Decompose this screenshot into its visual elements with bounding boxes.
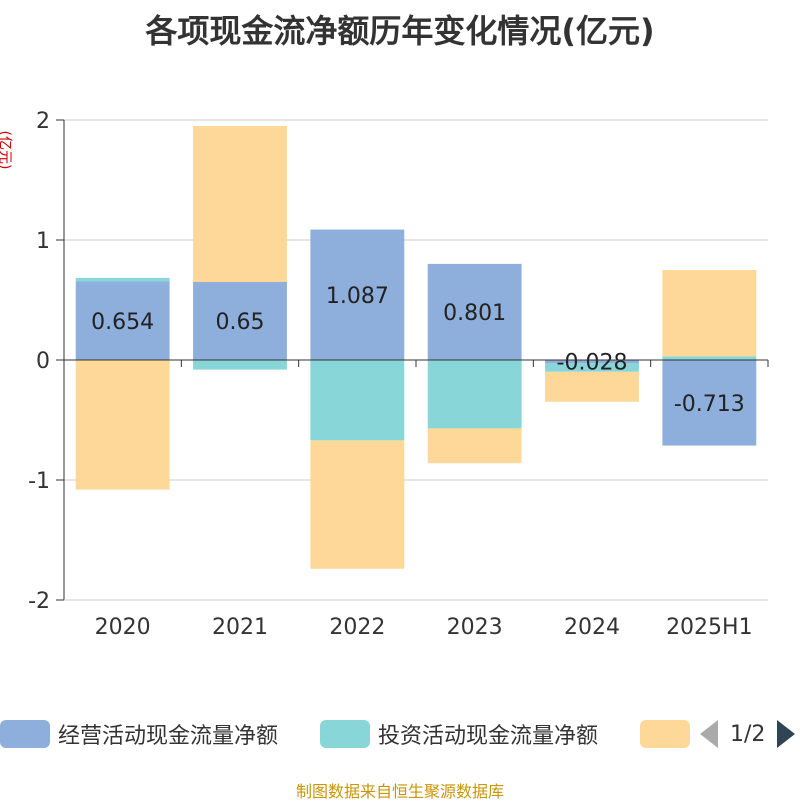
- legend-item-investing[interactable]: 投资活动现金流量净额: [320, 716, 598, 752]
- next-page-icon[interactable]: [777, 720, 796, 748]
- x-tick-label: 2020: [95, 615, 151, 640]
- legend: 经营活动现金流量净额 投资活动现金流量净额: [0, 716, 800, 752]
- data-label: 0.801: [443, 301, 506, 326]
- bar-investing-2020: [75, 277, 170, 282]
- data-label: 0.654: [91, 310, 154, 335]
- bar-operating-2020: [75, 281, 170, 360]
- legend-swatch-third: [640, 720, 690, 748]
- bar-investing-2022: [310, 360, 405, 441]
- chart-title: 各项现金流净额历年变化情况(亿元): [145, 12, 655, 50]
- y-tick-label: 0: [36, 349, 50, 374]
- bar-third-2023: [427, 428, 522, 464]
- data-label: 0.65: [216, 310, 265, 335]
- x-tick-label: 2025H1: [666, 615, 753, 640]
- bar-third-2021: [193, 126, 287, 282]
- y-tick-label: 1: [36, 229, 50, 254]
- y-tick-label: -1: [28, 469, 50, 494]
- x-tick-label: 2023: [447, 615, 503, 640]
- y-tick-label: 2: [36, 109, 50, 134]
- bar-investing-2023: [427, 360, 522, 429]
- bar-operating-2024: [545, 360, 639, 364]
- legend-item-operating[interactable]: 经营活动现金流量净额: [0, 716, 278, 752]
- data-label: -0.028: [557, 351, 628, 376]
- bar-investing-2021: [193, 360, 287, 370]
- legend-label-investing: 投资活动现金流量净额: [378, 724, 599, 749]
- legend-swatch-investing: [320, 720, 370, 748]
- x-tick-label: 2022: [329, 615, 385, 640]
- legend-label-operating: 经营活动现金流量净额: [58, 724, 279, 749]
- x-tick-label: 2021: [212, 615, 268, 640]
- y-tick-label: -2: [28, 589, 50, 614]
- bar-operating-2023: [427, 263, 522, 360]
- bar-third-2024: [545, 371, 639, 402]
- legend-pager: 1/2: [700, 716, 796, 752]
- prev-page-icon[interactable]: [700, 720, 718, 748]
- legend-item-third[interactable]: [640, 716, 698, 752]
- bar-operating-2022: [310, 229, 405, 360]
- bar-operating-2021: [193, 282, 287, 360]
- bar-investing-2024: [545, 363, 639, 372]
- data-label: 1.087: [326, 284, 389, 309]
- data-label: -0.713: [674, 392, 745, 417]
- cashflow-bar-chart: 2 1 0 -1 -2 0.654 0.65 1.087 0.801 -0.028 -0.713 20…: [28, 109, 769, 640]
- bar-third-2022: [310, 440, 405, 569]
- bar-investing-2025H1: [662, 356, 757, 360]
- source-note: 制图数据来自恒生聚源数据库: [295, 782, 504, 801]
- bar-operating-2025H1: [662, 360, 757, 446]
- bar-third-2020: [75, 360, 170, 490]
- bar-third-2025H1: [662, 270, 757, 357]
- legend-swatch-operating: [0, 720, 50, 748]
- legend-page-indicator: 1/2: [730, 721, 766, 747]
- x-tick-label: 2024: [564, 615, 620, 640]
